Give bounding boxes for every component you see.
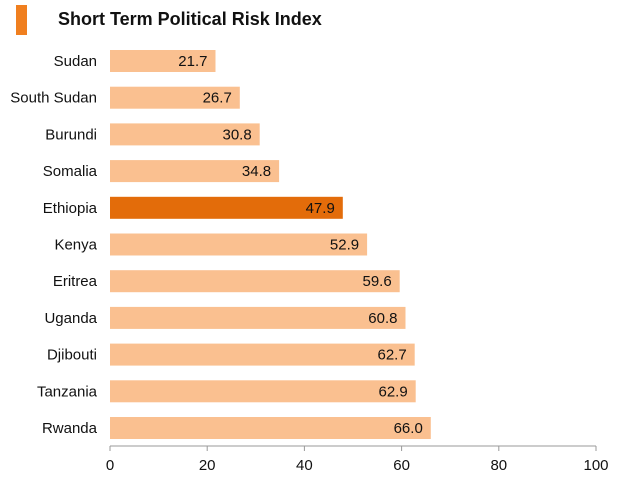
bar-kenya [110, 233, 368, 256]
x-tick-label: 80 [490, 457, 507, 474]
category-label-south-sudan: South Sudan [10, 90, 97, 107]
bar-uganda [110, 306, 406, 329]
bar-burundi [110, 123, 260, 146]
bar-djibouti [110, 343, 415, 366]
bars-layer: Sudan 21.7 South Sudan 26.7 Burundi 30.8 Somal… [10, 50, 431, 439]
category-label-kenya: Kenya [54, 237, 97, 254]
category-label-rwanda: Rwanda [42, 420, 98, 437]
value-label-somalia: 34.8 [242, 163, 271, 180]
bar-rwanda [110, 417, 431, 439]
value-label-kenya: 52.9 [330, 237, 359, 254]
x-tick-label: 100 [583, 457, 608, 474]
x-tick-label: 0 [106, 457, 114, 474]
value-label-ethiopia: 47.9 [306, 200, 335, 217]
value-label-eritrea: 59.6 [362, 273, 391, 290]
value-label-djibouti: 62.7 [377, 347, 406, 364]
value-label-south-sudan: 26.7 [203, 90, 232, 107]
category-label-uganda: Uganda [44, 310, 97, 327]
bar-somalia [110, 160, 280, 183]
category-label-burundi: Burundi [45, 126, 97, 143]
value-label-tanzania: 62.9 [378, 383, 407, 400]
x-tick-label: 40 [296, 457, 313, 474]
x-axis: 0 20 40 60 80 100 [106, 445, 609, 474]
bar-sudan [110, 50, 216, 72]
bar-south-sudan [110, 86, 240, 109]
value-label-uganda: 60.8 [368, 310, 397, 327]
category-label-djibouti: Djibouti [47, 347, 97, 364]
category-label-tanzania: Tanzania [37, 383, 98, 400]
chart-title: Short Term Political Risk Index [58, 9, 322, 29]
title-accent-bar [16, 5, 27, 35]
value-label-sudan: 21.7 [178, 53, 207, 70]
category-label-sudan: Sudan [54, 53, 97, 70]
x-tick-label: 60 [393, 457, 410, 474]
category-label-ethiopia: Ethiopia [43, 200, 98, 217]
category-label-somalia: Somalia [43, 163, 98, 180]
value-label-rwanda: 66.0 [394, 420, 423, 437]
x-tick-label: 20 [199, 457, 216, 474]
bar-tanzania [110, 380, 416, 403]
category-label-eritrea: Eritrea [53, 273, 98, 290]
value-label-burundi: 30.8 [222, 126, 251, 143]
bar-ethiopia [110, 196, 343, 219]
bar-eritrea [110, 270, 400, 293]
